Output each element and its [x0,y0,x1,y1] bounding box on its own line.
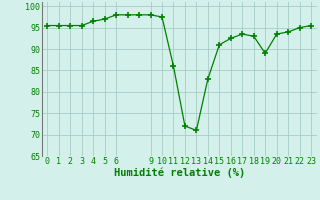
X-axis label: Humidité relative (%): Humidité relative (%) [114,168,245,178]
